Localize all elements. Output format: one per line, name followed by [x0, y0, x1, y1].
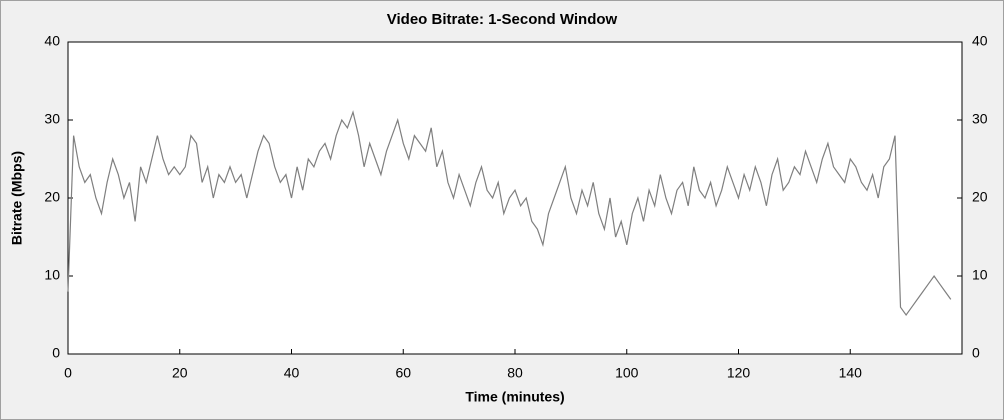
y2-tick-label: 10 [972, 267, 988, 283]
x-tick-label: 140 [839, 365, 863, 381]
bitrate-line [67, 110, 952, 317]
x-tick-label: 20 [172, 365, 188, 381]
plot-area [67, 41, 963, 355]
x-tick-label: 80 [507, 365, 523, 381]
y2-tick-label: 30 [972, 111, 988, 127]
y-tick-label: 10 [44, 267, 60, 283]
x-axis-label: Time (minutes) [465, 389, 564, 405]
x-tick-label: 100 [615, 365, 639, 381]
y2-tick-label: 40 [972, 33, 988, 49]
x-tick-label: 40 [284, 365, 300, 381]
x-tick-label: 0 [64, 365, 72, 381]
y-tick-label: 40 [44, 33, 60, 49]
y-tick-label: 20 [44, 189, 60, 205]
y-tick-label: 30 [44, 111, 60, 127]
y2-tick-label: 0 [972, 345, 980, 361]
x-tick-label: 60 [395, 365, 411, 381]
chart-title: Video Bitrate: 1-Second Window [387, 11, 618, 28]
y2-tick-label: 20 [972, 189, 988, 205]
y-axis-label: Bitrate (Mbps) [9, 151, 25, 245]
y-tick-label: 0 [52, 345, 60, 361]
x-tick-label: 120 [727, 365, 751, 381]
